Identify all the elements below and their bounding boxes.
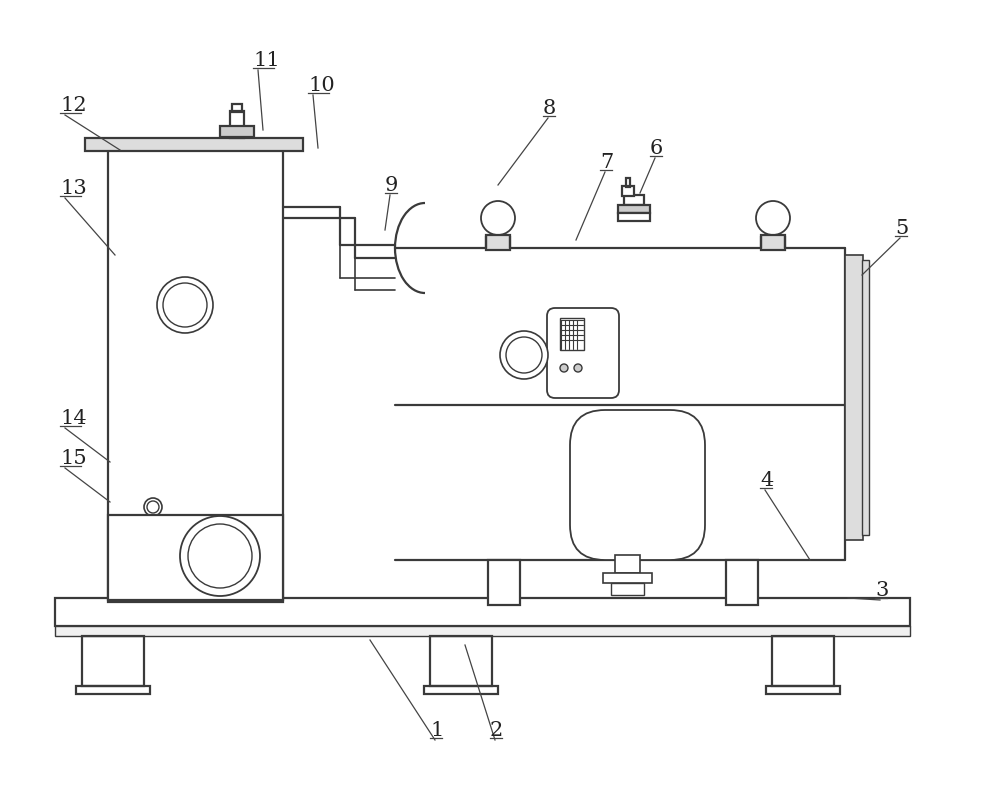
Circle shape [574, 364, 582, 372]
Bar [611, 583, 644, 595]
Circle shape [180, 516, 260, 596]
Bar [85, 138, 303, 151]
Bar [603, 573, 652, 583]
FancyBboxPatch shape [570, 410, 705, 560]
Text: 7: 7 [600, 153, 613, 172]
Bar [626, 178, 630, 187]
Circle shape [147, 501, 159, 513]
Bar [230, 111, 244, 138]
Text: 14: 14 [60, 409, 87, 428]
Circle shape [163, 283, 207, 327]
FancyBboxPatch shape [547, 308, 619, 398]
Text: 9: 9 [385, 176, 398, 195]
Bar [55, 626, 910, 636]
Bar [618, 213, 650, 221]
Circle shape [500, 331, 548, 379]
Bar [232, 104, 242, 112]
Bar [108, 515, 283, 600]
Bar [55, 598, 910, 626]
Bar [766, 686, 840, 694]
Bar [772, 636, 834, 686]
Bar [862, 260, 869, 535]
Bar [82, 636, 144, 686]
Bar [615, 555, 640, 573]
Text: 15: 15 [60, 449, 87, 468]
Circle shape [560, 364, 568, 372]
Bar [761, 235, 785, 250]
Circle shape [481, 201, 515, 235]
Text: 2: 2 [490, 721, 503, 740]
Text: 5: 5 [895, 219, 908, 238]
Text: 3: 3 [875, 581, 888, 600]
Bar [430, 636, 492, 686]
Bar [488, 560, 520, 605]
Bar [618, 205, 650, 213]
Bar [220, 126, 254, 137]
Circle shape [157, 277, 213, 333]
Circle shape [756, 201, 790, 235]
Bar [845, 255, 863, 540]
Text: 4: 4 [760, 471, 773, 490]
Bar [622, 186, 634, 196]
Bar [486, 235, 510, 250]
Text: 13: 13 [60, 179, 87, 198]
Circle shape [188, 524, 252, 588]
Text: 1: 1 [430, 721, 443, 740]
Bar [726, 560, 758, 605]
Bar [424, 686, 498, 694]
Bar [76, 686, 150, 694]
Text: 8: 8 [543, 99, 556, 118]
Text: 6: 6 [650, 139, 663, 158]
Bar [108, 148, 283, 602]
Text: 11: 11 [253, 51, 280, 70]
Circle shape [144, 498, 162, 516]
Bar [560, 318, 584, 350]
Circle shape [506, 337, 542, 373]
Text: 10: 10 [308, 76, 335, 95]
Text: 12: 12 [60, 96, 87, 115]
Bar [624, 195, 644, 205]
